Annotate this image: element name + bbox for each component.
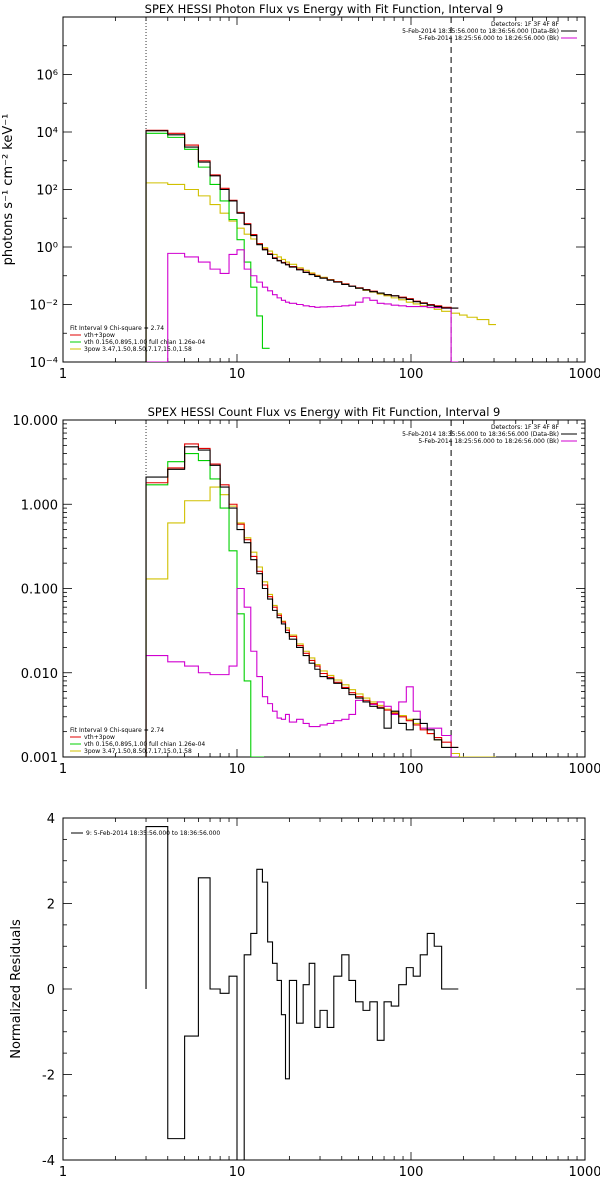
chart-panel-3: 1 10 100 1000 -4 -2 0 2 4 Normalized Residuals 9: … (9, 812, 600, 1180)
series-1-line (145, 446, 459, 757)
legend-header: Detectors: 1F 3F 4F 8F (491, 21, 560, 28)
plot-frame (62, 16, 586, 363)
x-tick-label: 10 (229, 1165, 246, 1180)
y-tick-label: -2 (42, 1069, 55, 1084)
series-5-line (146, 249, 459, 362)
y-tick-label: 10⁻⁴ (29, 356, 58, 371)
y-tick-label: 10⁰ (36, 241, 58, 256)
plot-frame (62, 817, 586, 1161)
legend-entry: 9: 5-Feb-2014 18:35:56.000 to 18:36:56.0… (86, 830, 220, 837)
series-4-line (145, 486, 497, 757)
x-tick-label: 1000 (568, 762, 600, 777)
x-tick-label: 100 (399, 367, 424, 382)
y-tick-label: 10⁴ (36, 126, 58, 141)
y-tick-label: 10² (36, 184, 58, 199)
legend-entry: 5-Feb-2014 18:25:56.000 to 18:26:56.000 … (418, 35, 559, 42)
x-tick-label: 1000 (568, 1165, 600, 1180)
x-tick-label: 100 (399, 1165, 424, 1180)
legend-header: Fit Interval 9 Chi-square = 2.74 (70, 727, 164, 734)
y-tick-label: 0 (47, 983, 55, 998)
x-tick-label: 1000 (568, 367, 600, 382)
legend-entry: 3pow 3.47,1.50,8.50,7.17,15.0,1.58 (84, 748, 192, 755)
chart-title: SPEX HESSI Count Flux vs Energy with Fit… (148, 405, 501, 419)
legend-entry: 3pow 3.47,1.50,8.50,7.17,15.0,1.58 (84, 346, 192, 353)
legend-entry: 5-Feb-2014 18:35:56.000 to 18:36:56.000 … (402, 431, 559, 438)
legend-entry: 5-Feb-2014 18:35:56.000 to 18:36:56.000 … (402, 28, 559, 35)
x-tick-label: 1 (59, 1165, 67, 1180)
y-tick-label: 10⁻² (29, 299, 58, 314)
y-tick-label: 2 (47, 898, 55, 913)
plot-frame (62, 419, 586, 758)
chart-panel-1: 1 10 100 1000 10⁻⁴ 10⁻² 10⁰ 10² 10⁴ 10⁶ SPEX HESSI… (1, 2, 600, 382)
y-tick-label: -4 (42, 1154, 55, 1169)
legend-entry: vth 0.156,0.895,1.00 full chian 1.26e-04 (84, 741, 205, 748)
y-tick-label: 0.100 (21, 583, 58, 598)
chart-panel-2: 1 10 100 1000 0.001 0.010 0.100 1.000 10.000 SPEX… (13, 405, 600, 777)
series-3-line (145, 132, 270, 362)
y-tick-label: 0.010 (21, 667, 58, 682)
series-5-line (145, 587, 459, 757)
series-2-line (145, 443, 459, 757)
x-tick-label: 10 (229, 762, 246, 777)
legend-entry: 5-Feb-2014 18:25:56.000 to 18:26:56.000 … (418, 438, 559, 445)
series-3-line (145, 452, 265, 757)
legend-header: Detectors: 1F 3F 4F 8F (491, 424, 560, 431)
x-tick-label: 1 (59, 367, 67, 382)
series-4-line (145, 182, 497, 362)
chart-title: SPEX HESSI Photon Flux vs Energy with Fi… (145, 2, 504, 16)
x-tick-label: 100 (399, 762, 424, 777)
legend-entry: vth 0.156,0.895,1.00 full chian 1.26e-04 (84, 339, 205, 346)
series-1-line (145, 826, 459, 1160)
y-tick-label: 0.001 (21, 751, 58, 766)
y-tick-label: 10⁶ (36, 69, 58, 84)
y-tick-label: 1.000 (21, 498, 58, 513)
x-tick-label: 1 (59, 762, 67, 777)
legend-entry: vth+3pow (84, 734, 115, 741)
y-axis-label: Normalized Residuals (9, 919, 24, 1059)
y-tick-label: 4 (47, 812, 55, 827)
y-axis-label: photons s⁻¹ cm⁻² keV⁻¹ (1, 114, 16, 266)
y-tick-label: 10.000 (13, 414, 59, 429)
x-tick-label: 10 (229, 367, 246, 382)
legend-entry: vth+3pow (84, 332, 115, 339)
series-1-line (145, 130, 459, 362)
legend-header: Fit Interval 9 Chi-square = 2.74 (70, 325, 164, 332)
series-2-line (145, 129, 459, 362)
